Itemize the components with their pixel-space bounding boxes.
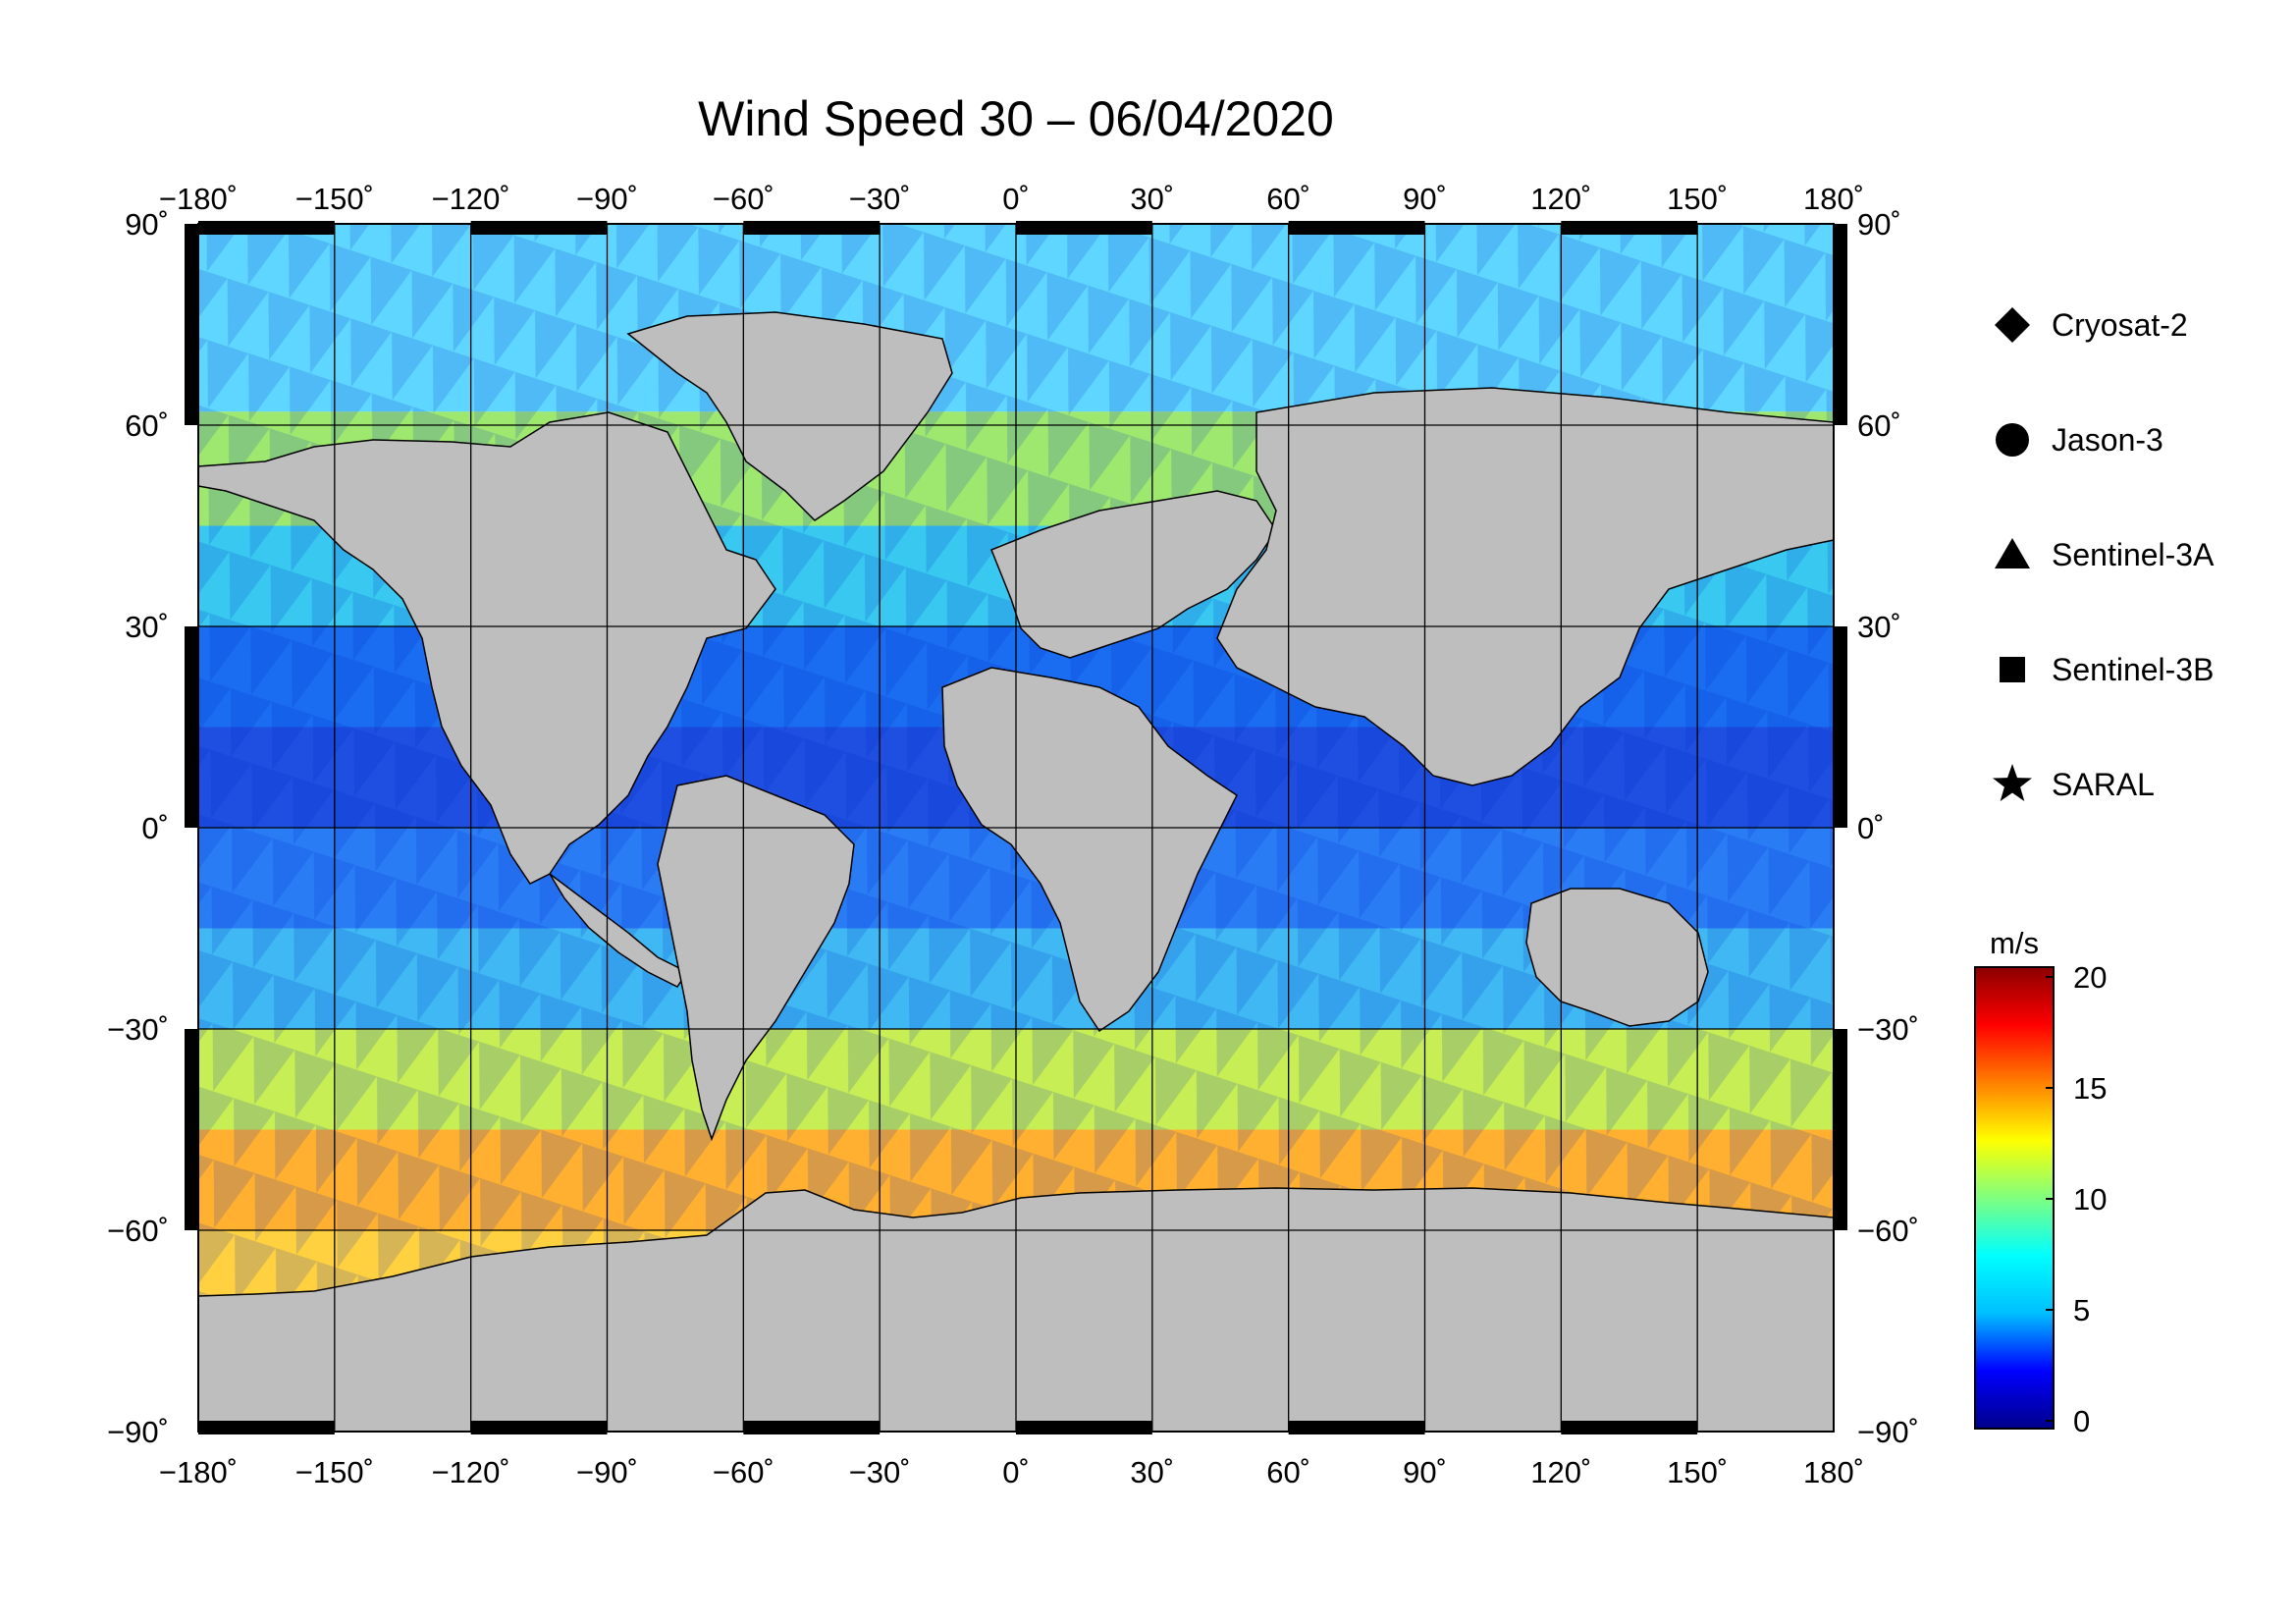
lon-tick-label: −150˚ <box>295 1455 374 1489</box>
lon-tick-label: −180˚ <box>159 1455 238 1489</box>
lon-tick-label: −120˚ <box>432 182 510 216</box>
lat-tick-label: −90˚ <box>107 1415 169 1449</box>
lat-tick-label: 30˚ <box>1857 610 1901 644</box>
lat-tick-label: −30˚ <box>1857 1012 1919 1047</box>
lon-tick-labels-bottom: −180˚ −150˚ −120˚ −90˚ −60˚ −30˚ 0˚ 30˚ 60˚ 90˚ 12… <box>159 1455 1864 1489</box>
lon-tick-label: −150˚ <box>295 182 374 216</box>
frame-bar-bottom <box>743 1421 881 1434</box>
triangle-icon <box>1995 538 2030 568</box>
lon-tick-label: 60˚ <box>1266 182 1310 216</box>
frame-bar-top <box>1561 221 1698 235</box>
lon-tick-label: 90˚ <box>1403 182 1447 216</box>
lon-tick-label: 120˚ <box>1530 182 1591 216</box>
lon-tick-label: −60˚ <box>713 182 774 216</box>
colorbar-bar <box>1974 966 2055 1430</box>
lon-tick-label: 60˚ <box>1266 1455 1310 1489</box>
colorbar-tick-label: 15 <box>2073 1071 2107 1106</box>
frame-bar-bottom <box>198 1421 335 1434</box>
frame-bar-bottom <box>1288 1421 1425 1434</box>
star-icon <box>1993 764 2032 801</box>
colorbar-tick-label: 5 <box>2073 1293 2090 1327</box>
central-america-land <box>549 873 689 988</box>
lon-tick-label: −60˚ <box>713 1455 774 1489</box>
legend-item: Sentinel-3A <box>1995 537 2215 572</box>
legend-label: Jason-3 <box>2052 422 2163 458</box>
frame-bar-right <box>1834 224 1847 425</box>
colorbar: m/s 20 15 10 5 0 <box>1974 926 2107 1438</box>
lat-tick-label: −60˚ <box>107 1214 169 1248</box>
lat-tick-label: 0˚ <box>141 811 169 845</box>
lon-tick-label: 0˚ <box>1002 182 1030 216</box>
north-america-land <box>197 411 776 885</box>
lon-tick-label: 30˚ <box>1130 182 1174 216</box>
lon-tick-label: 150˚ <box>1667 182 1728 216</box>
circle-icon <box>1996 423 2029 457</box>
legend-label: Sentinel-3A <box>2052 537 2215 572</box>
lon-tick-label: 0˚ <box>1002 1455 1030 1489</box>
legend-label: SARAL <box>2052 767 2155 802</box>
lon-tick-label: −30˚ <box>849 182 911 216</box>
lon-tick-label: 180˚ <box>1803 182 1864 216</box>
frame-bar-bottom <box>1016 1421 1152 1434</box>
lat-tick-label: 30˚ <box>125 610 169 644</box>
legend-item: Sentinel-3B <box>2000 652 2214 687</box>
lat-tick-label: −90˚ <box>1857 1415 1919 1449</box>
europe-land <box>990 490 1277 659</box>
lon-tick-label: −90˚ <box>576 1455 638 1489</box>
lat-tick-label: 90˚ <box>125 207 169 242</box>
frame-bar-top <box>743 221 881 235</box>
lat-tick-label: 0˚ <box>1857 811 1885 845</box>
colorbar-tick-label: 10 <box>2073 1182 2107 1217</box>
colorbar-unit: m/s <box>1990 926 2039 960</box>
frame-bar-top <box>470 221 608 235</box>
frame-bar-right <box>1834 626 1847 828</box>
colorbar-ticks: 20 15 10 5 0 <box>2046 960 2107 1438</box>
legend-label: Sentinel-3B <box>2052 652 2214 687</box>
colorbar-tick-label: 0 <box>2073 1404 2090 1438</box>
legend-label: Cryosat-2 <box>2052 307 2188 343</box>
frame-bar-left <box>185 626 198 828</box>
lon-tick-label: 120˚ <box>1530 1455 1591 1489</box>
legend-item: SARAL <box>1993 764 2155 802</box>
lon-tick-label: 90˚ <box>1403 1455 1447 1489</box>
graticule-lines <box>198 224 1834 1432</box>
colorbar-tick-label: 20 <box>2073 960 2107 995</box>
lon-tick-label: −180˚ <box>159 182 238 216</box>
frame-border-bars <box>185 221 1847 1434</box>
frame-bar-left <box>185 1029 198 1230</box>
frame-bar-right <box>1834 1029 1847 1230</box>
diamond-icon <box>1995 307 2030 343</box>
greenland-land <box>626 311 953 521</box>
lat-tick-labels-left: 90˚ 60˚ 30˚ 0˚ −30˚ −60˚ −90˚ <box>107 207 169 1449</box>
frame-bar-bottom <box>470 1421 608 1434</box>
lon-tick-label: 150˚ <box>1667 1455 1728 1489</box>
square-icon <box>2000 657 2025 682</box>
lat-tick-labels-right: 90˚ 60˚ 30˚ 0˚ −30˚ −60˚ −90˚ <box>1857 207 1919 1449</box>
lon-tick-label: 30˚ <box>1130 1455 1174 1489</box>
lat-tick-label: 60˚ <box>125 408 169 443</box>
lon-tick-labels-top: −180˚ −150˚ −120˚ −90˚ −60˚ −30˚ 0˚ 30˚ 60˚ 90˚ 12… <box>159 182 1864 216</box>
asia-land <box>1216 387 1835 786</box>
legend-item: Jason-3 <box>1996 422 2163 458</box>
lon-tick-label: −30˚ <box>849 1455 911 1489</box>
south-america-land <box>657 775 855 1142</box>
frame-bar-top <box>198 221 335 235</box>
lat-tick-label: −30˚ <box>107 1012 169 1047</box>
legend-item: Cryosat-2 <box>1995 307 2188 343</box>
frame-bar-bottom <box>1561 1421 1698 1434</box>
lat-tick-label: 60˚ <box>1857 408 1901 443</box>
map-title: Wind Speed 30 – 06/04/2020 <box>698 91 1334 146</box>
frame-bar-top <box>1288 221 1425 235</box>
frame-bar-top <box>1016 221 1152 235</box>
australia-land <box>1525 888 1709 1027</box>
frame-bar-left <box>185 224 198 425</box>
lat-tick-label: 90˚ <box>1857 207 1901 242</box>
lon-tick-label: 180˚ <box>1803 1455 1864 1489</box>
satellite-legend: Cryosat-2 Jason-3 Sentinel-3A Sentinel-3B SA… <box>1993 307 2215 802</box>
lon-tick-label: −120˚ <box>432 1455 510 1489</box>
lat-tick-label: −60˚ <box>1857 1214 1919 1248</box>
lon-tick-label: −90˚ <box>576 182 638 216</box>
